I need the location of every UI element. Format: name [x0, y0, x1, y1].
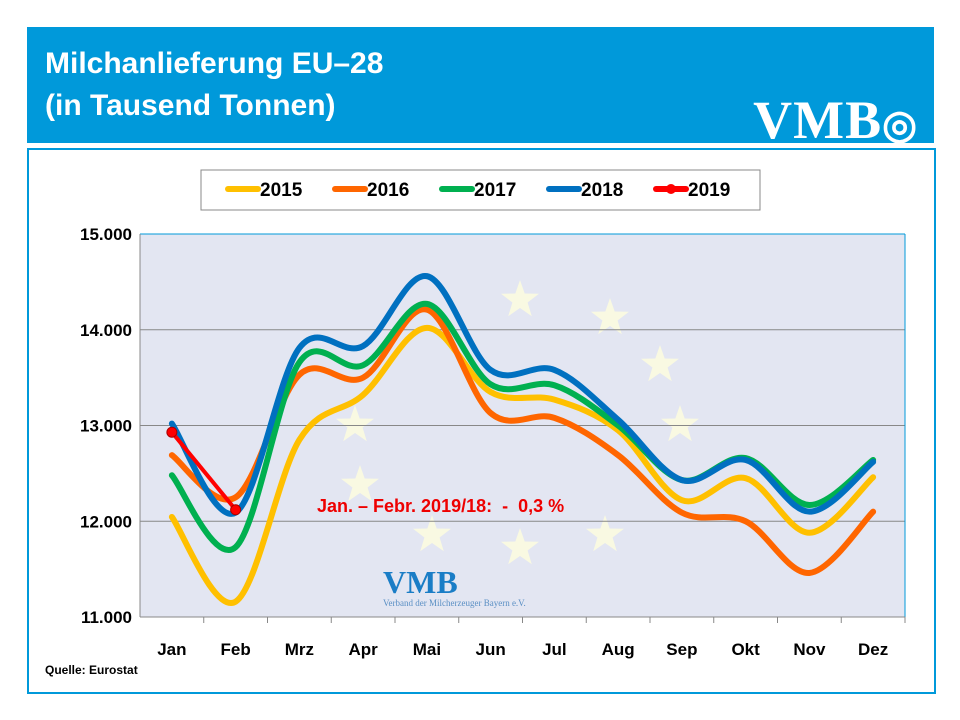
x-tick-label: Jul — [542, 640, 567, 659]
x-tick-label: Mrz — [285, 640, 314, 659]
eu-star-icon — [341, 465, 379, 502]
eu-star-icon — [501, 528, 539, 565]
x-tick-label: Jun — [476, 640, 506, 659]
legend-label-2015: 2015 — [260, 180, 303, 201]
y-tick-label: 15.000 — [80, 225, 132, 244]
x-tick-label: Sep — [666, 640, 697, 659]
legend-label-2016: 2016 — [367, 180, 409, 201]
data-point-2019 — [230, 504, 242, 516]
x-tick-label: Feb — [221, 640, 251, 659]
x-tick-label: Mai — [413, 640, 441, 659]
legend-label-2017: 2017 — [474, 180, 516, 201]
x-tick-label: Okt — [731, 640, 760, 659]
series-line-2018 — [168, 273, 877, 517]
y-tick-label: 11.000 — [81, 608, 132, 627]
chart-title: Milchanlieferung EU–28 — [45, 47, 384, 80]
x-tick-label: Jan — [157, 640, 186, 659]
annotation: Jan. – Febr. 2019/18: - 0,3 % — [317, 496, 565, 516]
y-tick-label: 14.000 — [80, 321, 132, 340]
legend-label-2019: 2019 — [688, 180, 730, 201]
x-tick-label: Apr — [348, 640, 378, 659]
eu-star-icon — [413, 515, 451, 552]
vmb-logo: VMB◎ — [753, 90, 918, 150]
series-line-2015 — [168, 324, 877, 606]
x-tick-label: Nov — [793, 640, 826, 659]
y-tick-label: 12.000 — [80, 512, 132, 531]
series-line-2019 — [170, 430, 238, 512]
data-point-2019 — [166, 426, 178, 438]
x-tick-label: Dez — [858, 640, 888, 659]
eu-star-icon — [661, 405, 699, 442]
x-tick-label: Aug — [602, 640, 635, 659]
eu-star-icon — [591, 298, 629, 335]
title-banner: Milchanlieferung EU–28 (in Tausend Tonne… — [27, 27, 934, 150]
legend-label-2018: 2018 — [581, 180, 623, 201]
source-note: Quelle: Eurostat — [45, 663, 138, 677]
chart-subtitle: (in Tausend Tonnen) — [45, 89, 336, 122]
eu-star-icon — [586, 515, 624, 552]
eu-star-icon — [641, 345, 679, 382]
y-tick-label: 13.000 — [80, 417, 132, 436]
vmb-watermark: VMB Verband der Milcherzeuger Bayern e.V. — [383, 564, 526, 608]
eu-star-icon — [501, 280, 539, 317]
legend-marker-2019 — [666, 184, 676, 194]
eu-star-icon — [336, 405, 374, 442]
